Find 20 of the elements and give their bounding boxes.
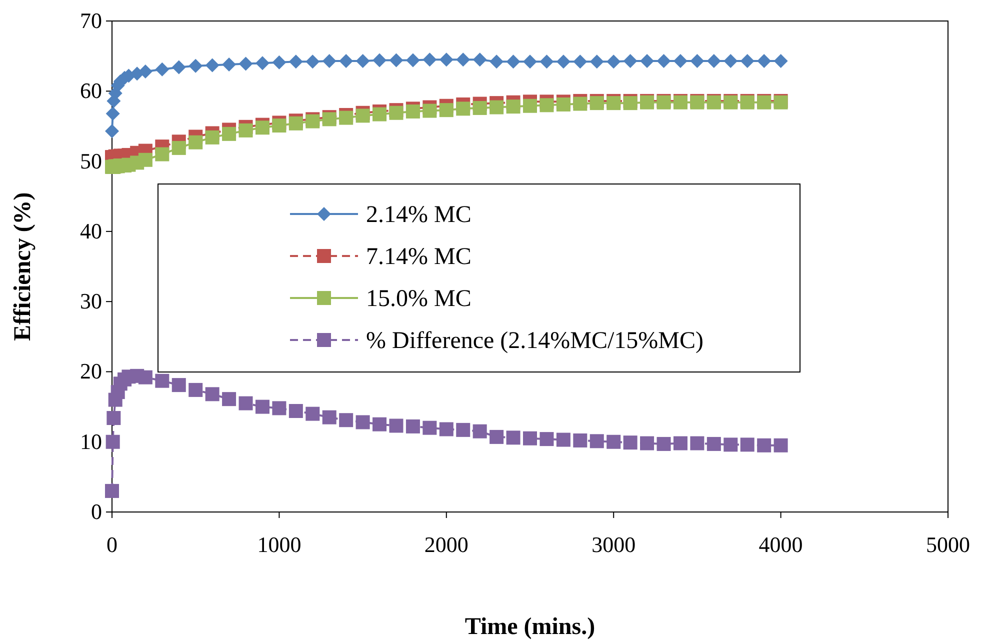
y-tick-label: 10 [80, 428, 102, 454]
legend-label: % Difference (2.14%MC/15%MC) [366, 328, 704, 354]
y-tick-label: 30 [80, 288, 102, 314]
legend-label: 7.14% MC [366, 244, 472, 270]
x-tick-label: 0 [106, 532, 118, 557]
y-tick-label: 0 [91, 499, 102, 524]
x-axis-title: Time (mins.) [464, 614, 596, 640]
x-tick-label: 2000 [424, 532, 468, 557]
x-tick-label: 5000 [926, 532, 970, 557]
y-tick-label: 50 [80, 148, 102, 174]
y-axis-title: Efficiency (%) [10, 192, 36, 341]
y-tick-label: 70 [80, 8, 102, 33]
y-tick-label: 40 [80, 218, 102, 244]
legend-label: 2.14% MC [366, 202, 472, 228]
x-tick-label: 4000 [758, 532, 803, 557]
legend-label: 15.0% MC [366, 286, 472, 312]
x-tick-label: 3000 [592, 532, 636, 557]
x-tick-label: 1000 [257, 532, 302, 557]
y-tick-label: 20 [80, 358, 102, 384]
y-tick-label: 60 [80, 78, 102, 104]
